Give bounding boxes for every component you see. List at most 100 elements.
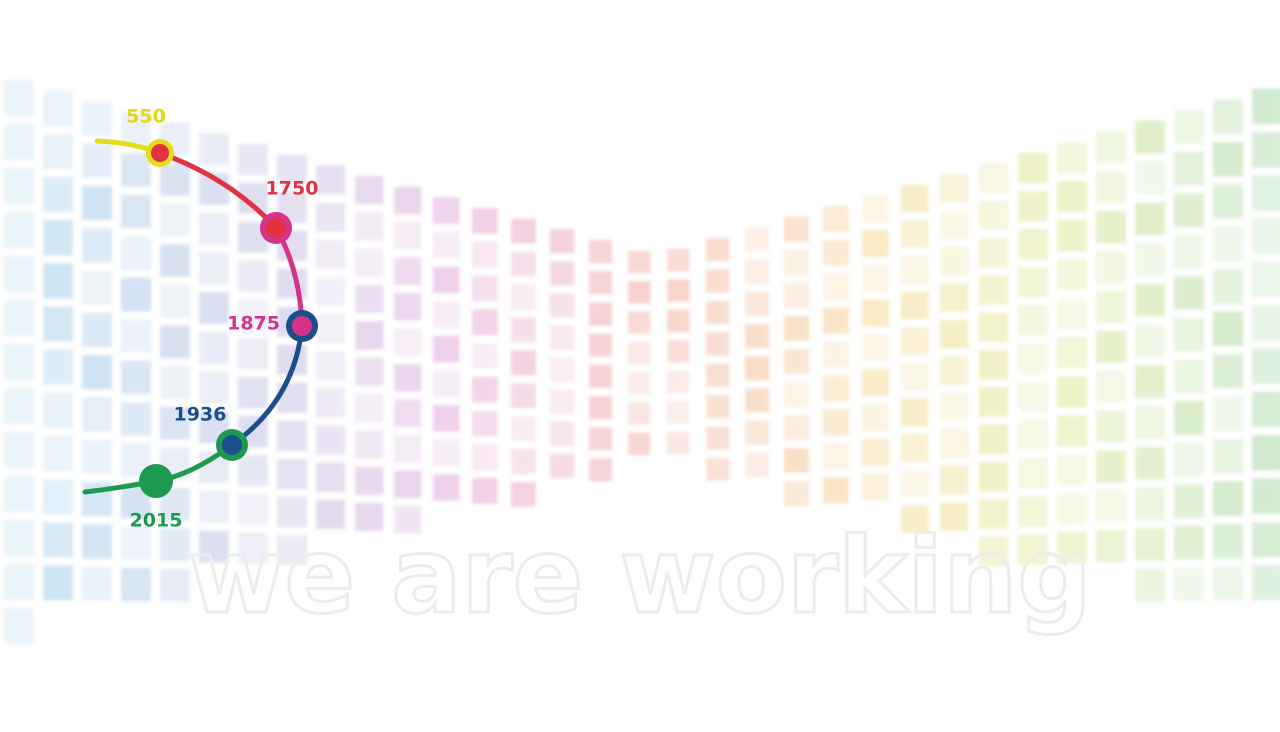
tile xyxy=(277,534,307,565)
tile xyxy=(1252,261,1280,298)
tile xyxy=(940,356,969,385)
tile xyxy=(862,404,889,431)
tile xyxy=(979,350,1009,380)
tile xyxy=(589,239,613,264)
tile xyxy=(355,466,384,495)
tile xyxy=(160,406,190,440)
tile xyxy=(316,462,346,492)
tile xyxy=(823,206,849,232)
tile xyxy=(199,530,229,563)
tile xyxy=(940,502,969,531)
tile xyxy=(706,269,730,293)
dot xyxy=(292,316,312,336)
tile xyxy=(1213,141,1243,177)
tile xyxy=(1174,110,1204,144)
tile xyxy=(121,236,151,270)
tile xyxy=(628,280,651,304)
tile xyxy=(1096,290,1126,323)
tile xyxy=(511,383,536,409)
tile xyxy=(706,332,730,356)
tile xyxy=(277,420,307,451)
tile xyxy=(862,230,889,257)
tile xyxy=(43,133,73,169)
tile xyxy=(472,207,498,234)
tile xyxy=(979,238,1009,268)
tile xyxy=(1096,530,1126,563)
tile xyxy=(1135,446,1165,480)
tile xyxy=(238,143,268,175)
tile xyxy=(121,111,151,146)
tile xyxy=(901,327,929,355)
tile xyxy=(784,448,810,474)
tile xyxy=(1213,311,1243,347)
tile xyxy=(511,448,536,474)
tile xyxy=(1135,324,1165,358)
tile xyxy=(979,462,1009,492)
tile xyxy=(1135,568,1165,602)
tile xyxy=(4,80,34,116)
tile xyxy=(316,202,346,232)
tile xyxy=(1252,435,1280,471)
tile xyxy=(1174,151,1204,186)
tile xyxy=(1135,365,1165,398)
tile xyxy=(1174,567,1204,602)
tile xyxy=(1018,190,1048,222)
tile xyxy=(316,165,346,195)
tile xyxy=(1018,458,1048,489)
tile xyxy=(199,133,229,166)
tile xyxy=(394,505,422,534)
tile xyxy=(4,168,34,204)
tile xyxy=(628,250,651,273)
tile xyxy=(43,392,73,428)
tile xyxy=(628,432,651,456)
tile xyxy=(238,532,268,564)
tile xyxy=(1018,229,1048,260)
tile xyxy=(1135,528,1165,561)
tile xyxy=(355,212,384,241)
tile xyxy=(82,439,112,474)
tile xyxy=(784,382,810,408)
tile xyxy=(1174,401,1204,435)
tile xyxy=(394,470,422,498)
tile xyxy=(472,309,498,336)
tile xyxy=(316,388,346,418)
tile xyxy=(628,341,651,365)
tile xyxy=(1057,220,1087,252)
tile xyxy=(1252,218,1280,254)
tile xyxy=(1213,523,1243,559)
tile xyxy=(1135,202,1165,235)
tile xyxy=(238,455,268,486)
tile xyxy=(823,341,849,368)
year-label: 550 xyxy=(126,106,166,128)
tile xyxy=(901,398,929,427)
tile xyxy=(43,522,73,558)
tile xyxy=(1174,484,1204,519)
tile xyxy=(823,477,849,504)
tile xyxy=(316,499,346,530)
tile xyxy=(979,387,1009,417)
tile xyxy=(1096,131,1126,164)
tile xyxy=(1213,269,1243,304)
tile xyxy=(238,338,268,370)
tile xyxy=(1174,276,1204,311)
tile xyxy=(745,259,770,284)
tile xyxy=(901,362,929,391)
tile xyxy=(355,248,384,277)
tile xyxy=(667,248,690,272)
year-label: 1936 xyxy=(174,404,227,426)
tile xyxy=(160,285,190,318)
tile xyxy=(4,300,34,336)
tile xyxy=(160,325,190,359)
tile xyxy=(199,490,229,523)
tile xyxy=(511,481,536,507)
tile xyxy=(4,256,34,292)
tile xyxy=(784,348,810,375)
year-label: 2015 xyxy=(130,510,183,532)
dot xyxy=(151,144,169,162)
tile xyxy=(979,163,1009,193)
tile xyxy=(4,344,34,380)
tile xyxy=(316,276,346,307)
tile xyxy=(1213,438,1243,474)
tile xyxy=(1213,481,1243,516)
tile xyxy=(589,427,613,451)
